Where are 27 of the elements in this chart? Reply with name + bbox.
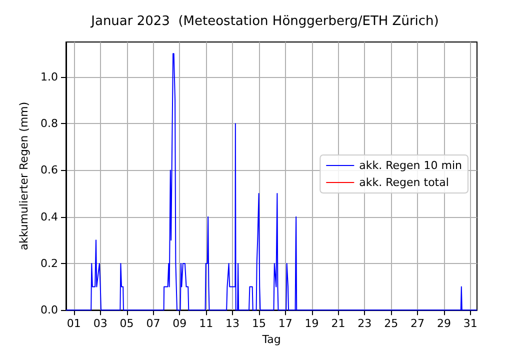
x-axis-title: Tag xyxy=(261,333,281,346)
y-tick-label: 0.8 xyxy=(40,117,58,130)
y-tick-label: 0.4 xyxy=(40,210,58,224)
x-tick-label: 15 xyxy=(252,317,266,330)
x-tick-label: 09 xyxy=(172,317,187,330)
x-tick-label: 13 xyxy=(226,317,240,330)
y-tick-label: 0.6 xyxy=(40,164,58,177)
x-tick-label: 17 xyxy=(278,317,292,330)
y-tick-label: 1.0 xyxy=(40,70,58,84)
x-tick-label: 23 xyxy=(358,317,372,330)
y-tick-label: 0.0 xyxy=(40,304,58,317)
y-tick-label: 0.2 xyxy=(40,256,58,270)
legend-label: akk. Regen 10 min xyxy=(359,159,462,172)
x-tick-label: 11 xyxy=(199,317,214,330)
x-tick-label: 27 xyxy=(410,317,425,330)
legend-label: akk. Regen total xyxy=(359,176,449,189)
chart-title: Januar 2023 (Meteostation Hönggerberg/ETH Zürich) xyxy=(90,14,439,29)
x-tick-label: 05 xyxy=(120,317,134,330)
x-tick-label: 21 xyxy=(331,317,346,330)
x-tick-label: 29 xyxy=(436,317,451,330)
x-tick-label: 19 xyxy=(304,317,319,330)
x-tick-label: 07 xyxy=(146,317,160,330)
x-tick-label: 01 xyxy=(66,317,81,330)
x-tick-label: 25 xyxy=(384,317,398,330)
y-axis-title: akkumulierter Regen (mm) xyxy=(18,102,31,250)
x-tick-label: 31 xyxy=(463,317,478,330)
x-tick-label: 03 xyxy=(93,317,108,330)
